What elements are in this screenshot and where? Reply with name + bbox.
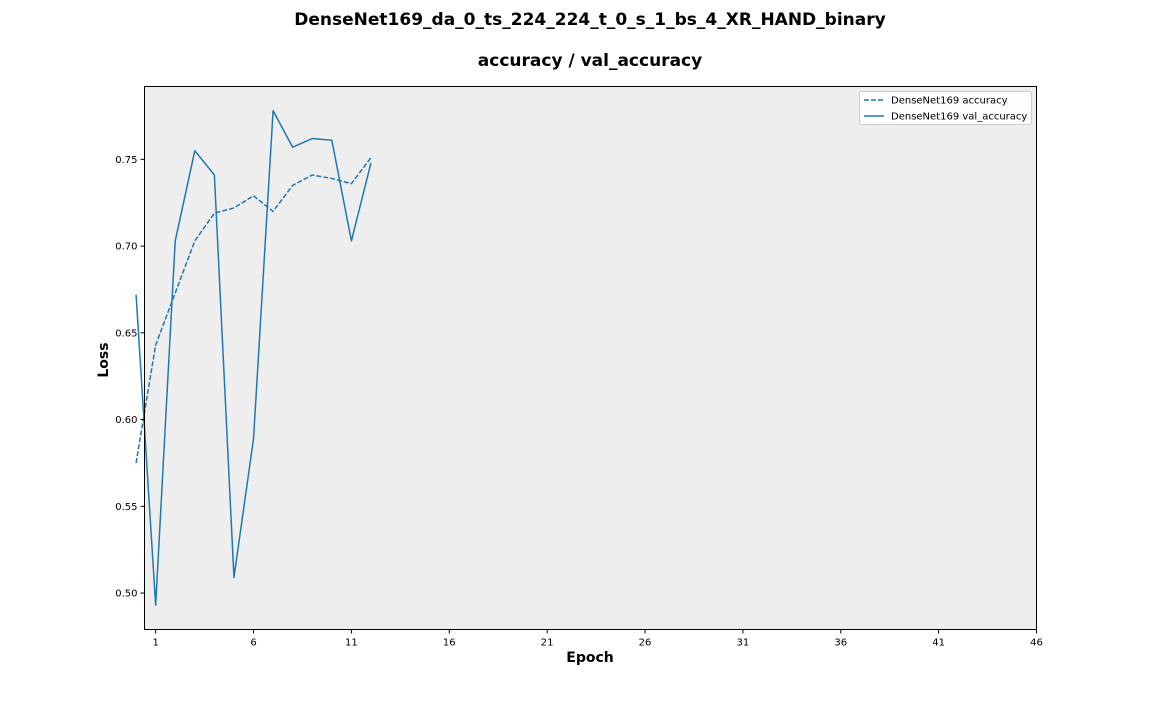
x-axis-label: Epoch	[566, 650, 613, 666]
legend: DenseNet169 accuracy DenseNet169 val_acc…	[859, 91, 1032, 125]
series-line-accuracy	[135, 157, 372, 464]
y-tick-label: 0.60	[115, 415, 137, 426]
x-tick-label: 16	[443, 638, 456, 649]
x-tick-label: 11	[345, 638, 358, 649]
y-tick-label: 0.75	[115, 155, 137, 166]
x-tick-label: 26	[639, 638, 652, 649]
x-tick-label: 1	[152, 638, 158, 649]
y-axis: 0.50 0.55 0.60 0.65 0.70 0.75	[115, 155, 145, 600]
y-tick-label: 0.65	[115, 328, 137, 339]
y-tick-label: 0.70	[115, 242, 137, 253]
y-tick-label: 0.50	[115, 589, 137, 600]
x-tick-label: 46	[1030, 638, 1043, 649]
series-layer	[135, 110, 372, 606]
series-line-val-accuracy	[135, 110, 372, 606]
x-tick-label: 41	[932, 638, 945, 649]
chart-title: DenseNet169_da_0_ts_224_224_t_0_s_1_bs_4…	[294, 10, 885, 30]
x-tick-label: 31	[737, 638, 750, 649]
y-tick-label: 0.55	[115, 502, 137, 513]
x-tick-label: 36	[834, 638, 847, 649]
plot-area	[144, 86, 1037, 630]
x-tick-label: 6	[250, 638, 256, 649]
legend-label-accuracy: DenseNet169 accuracy	[891, 96, 1008, 107]
x-tick-label: 21	[541, 638, 554, 649]
chart-subtitle: accuracy / val_accuracy	[478, 51, 702, 71]
legend-label-val-accuracy: DenseNet169 val_accuracy	[891, 112, 1027, 123]
y-axis-label: Loss	[96, 342, 112, 377]
plot-frame	[144, 86, 1037, 630]
legend-box	[859, 91, 1032, 125]
x-axis: 1 6 11 16 21 26 31 36 41 46	[152, 629, 1043, 649]
